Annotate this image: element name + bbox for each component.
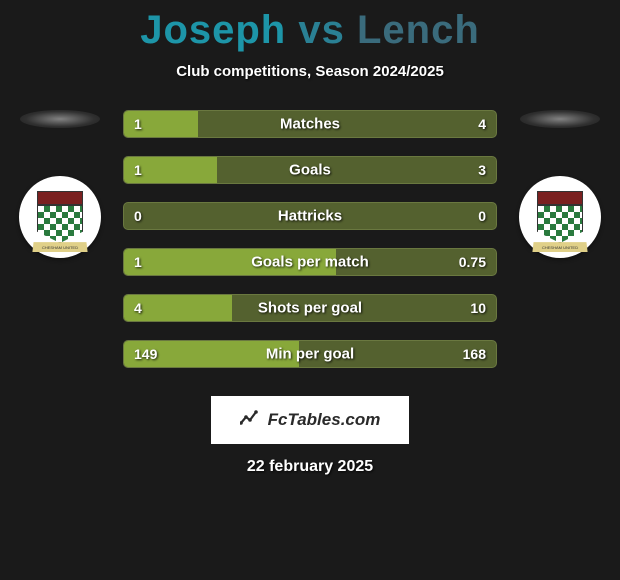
bar-label: Min per goal [266,346,354,363]
fctables-label: FcTables.com [268,410,381,430]
player1-column: CHESHAM UNITED [15,110,105,258]
stat-bar: 4 Shots per goal 10 [123,294,497,322]
stat-bar: 1 Matches 4 [123,110,497,138]
player1-placeholder [20,110,100,128]
bar-value-left: 1 [134,254,142,270]
bar-value-left: 4 [134,300,142,316]
bar-value-right: 4 [478,116,486,132]
bar-value-left: 0 [134,208,142,224]
subtitle: Club competitions, Season 2024/2025 [0,63,620,80]
bar-value-left: 1 [134,162,142,178]
fctables-logo: FcTables.com [211,396,409,444]
bar-label: Matches [280,116,340,133]
stats-bars: 1 Matches 4 1 Goals 3 0 Hattricks 0 1 Goals per ma… [105,110,515,386]
page-title: Joseph vs Lench [0,0,620,53]
player2-crest: CHESHAM UNITED [519,176,601,258]
crest-banner: CHESHAM UNITED [32,242,87,252]
date-label: 22 february 2025 [0,458,620,476]
crest-banner: CHESHAM UNITED [532,242,587,252]
title-player1: Joseph [140,8,286,52]
bar-value-right: 10 [470,300,486,316]
bar-value-right: 3 [478,162,486,178]
bar-value-right: 0.75 [459,254,486,270]
chart-icon [240,409,262,432]
player1-crest: CHESHAM UNITED [19,176,101,258]
bar-label: Goals per match [251,254,369,271]
shield-icon [537,191,583,243]
player2-column: CHESHAM UNITED [515,110,605,258]
title-player2: Lench [357,8,480,52]
bar-value-left: 1 [134,116,142,132]
stat-bar: 0 Hattricks 0 [123,202,497,230]
bar-value-left: 149 [134,346,157,362]
player2-placeholder [520,110,600,128]
bar-value-right: 0 [478,208,486,224]
stat-bar: 1 Goals per match 0.75 [123,248,497,276]
stat-bar: 149 Min per goal 168 [123,340,497,368]
bar-label: Shots per goal [258,300,362,317]
content-row: CHESHAM UNITED 1 Matches 4 1 Goals 3 0 Hattrick… [0,110,620,386]
bar-label: Hattricks [278,208,342,225]
title-vs: vs [298,8,345,52]
shield-icon [37,191,83,243]
bar-label: Goals [289,162,331,179]
bar-value-right: 168 [463,346,486,362]
stat-bar: 1 Goals 3 [123,156,497,184]
